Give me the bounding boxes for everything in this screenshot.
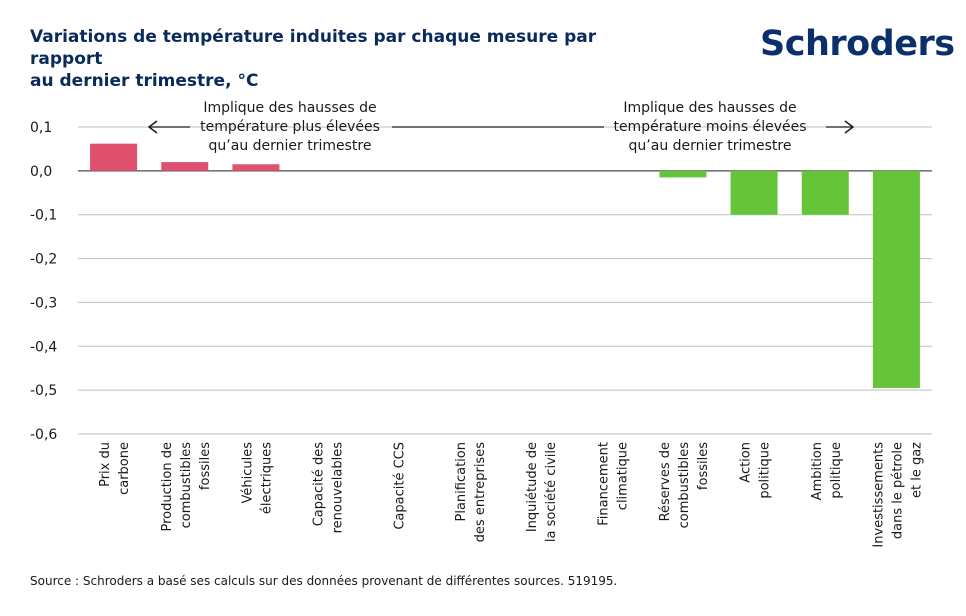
bar [90, 143, 138, 171]
category-label: et le gaz [909, 442, 924, 498]
source-note: Source : Schroders a basé ses calculs su… [30, 574, 618, 588]
category-label: fossiles [696, 442, 711, 490]
bar [232, 164, 280, 171]
bar [730, 170, 778, 215]
y-tick-label: -0,2 [30, 252, 57, 268]
y-tick-label: 0,1 [30, 120, 52, 136]
category-label: Investissements [871, 442, 886, 548]
annotation-right-line: température moins élevées [613, 119, 806, 135]
category-label: Réserves de [658, 442, 673, 521]
schroders-logo: Schroders [760, 24, 955, 64]
category-label: la société civile [544, 442, 559, 542]
bar [161, 162, 209, 171]
category-label: Financement [596, 442, 611, 526]
chart-title-line-2: au dernier trimestre, °C [30, 71, 259, 91]
category-label: combustibles [179, 442, 194, 529]
category-label: renouvelables [331, 442, 346, 534]
category-label: Action [739, 442, 754, 483]
arrow-right-head [844, 120, 855, 134]
category-label: climatique [615, 442, 630, 510]
category-label: combustibles [677, 442, 692, 529]
category-label: Ambition [810, 442, 825, 500]
category-label: Planification [454, 442, 469, 521]
arrow-left-head [147, 120, 158, 134]
category-label: Inquiétude de [525, 442, 540, 532]
category-label: politique [829, 442, 844, 499]
y-tick-label: -0,4 [30, 339, 57, 355]
bar [659, 170, 707, 178]
category-label: dans le pétrole [890, 442, 905, 539]
y-tick-label: -0,3 [30, 295, 57, 311]
category-label: Capacité des [312, 442, 327, 526]
y-tick-label: -0,1 [30, 208, 57, 224]
annotation-left-line: qu’au dernier trimestre [209, 138, 372, 154]
category-label: Production de [160, 442, 175, 532]
category-label: électriques [259, 442, 274, 514]
chart-title: Variations de température induites par c… [30, 26, 670, 92]
bar [872, 170, 920, 388]
y-tick-label: -0,5 [30, 383, 57, 399]
annotation-right-line: qu’au dernier trimestre [629, 138, 792, 154]
category-label: Véhicules [240, 442, 255, 504]
bar [801, 170, 849, 215]
category-label: des entreprises [473, 442, 488, 543]
category-label: fossiles [198, 442, 213, 490]
y-tick-label: -0,6 [30, 427, 57, 443]
category-label: Prix du [98, 442, 113, 487]
chart-title-line-1: Variations de température induites par c… [30, 27, 597, 69]
category-label: politique [758, 442, 773, 499]
category-label: carbone [117, 442, 132, 495]
y-tick-label: 0,0 [30, 164, 52, 180]
annotation-right-line: Implique des hausses de [623, 100, 796, 116]
annotation-left-line: Implique des hausses de [203, 100, 376, 116]
annotation-left-line: température plus élevées [200, 119, 380, 135]
category-label: Capacité CCS [392, 442, 407, 530]
